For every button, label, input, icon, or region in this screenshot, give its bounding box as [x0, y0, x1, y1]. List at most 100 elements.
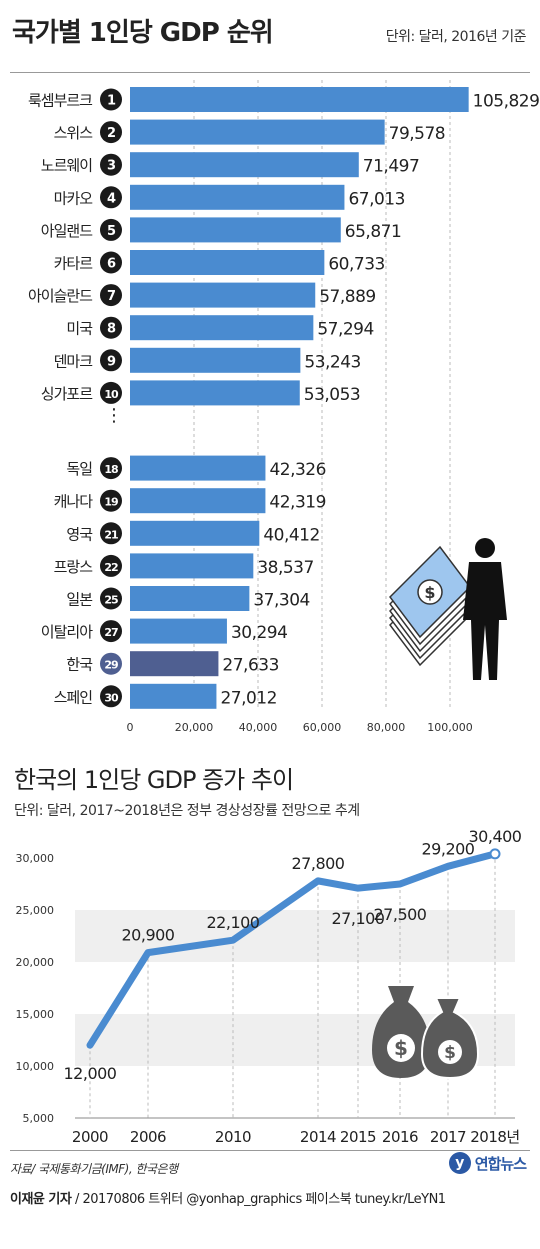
rank-label: 7	[107, 289, 116, 304]
rank-badge	[100, 381, 122, 404]
x-tick-label: 2015	[340, 1128, 376, 1146]
svg-text:$: $	[444, 1043, 456, 1063]
category-label: 미국	[66, 320, 93, 338]
value-label: 27,012	[220, 688, 276, 708]
category-label: 일본	[66, 591, 92, 609]
credit-text: / 20170806 트위터 @yonhap_graphics 페이스북 tun…	[71, 1192, 446, 1207]
yonhap-logo-text: 연합뉴스	[474, 1154, 527, 1173]
bar	[130, 618, 227, 644]
rank-badge	[100, 121, 122, 144]
rank-badge	[100, 316, 122, 339]
rank-label: 2	[107, 126, 115, 141]
value-label: 65,871	[345, 222, 401, 242]
x-tick-label: 0	[127, 721, 134, 734]
value-label: 67,013	[348, 189, 404, 209]
rank-badge	[100, 620, 122, 643]
value-label: 57,889	[319, 287, 375, 307]
rank-label: 6	[107, 257, 116, 272]
category-label: 룩셈부르크	[28, 92, 92, 110]
unit-note: 단위: 달러, 2016년 기준	[385, 29, 527, 45]
y-tick-label: 20,000	[16, 956, 55, 969]
banknote-stack-icon: $	[389, 545, 471, 667]
data-label: 27,800	[292, 854, 345, 873]
value-label: 57,294	[317, 320, 373, 340]
bar	[130, 455, 266, 481]
bar	[130, 315, 314, 341]
reporter-name: 이재윤 기자	[10, 1192, 72, 1207]
bar	[130, 87, 469, 112]
data-label: 27,500	[374, 905, 427, 924]
y-tick-label: 25,000	[16, 904, 55, 917]
rank-label: 9	[107, 354, 116, 369]
category-label: 이탈리아	[41, 623, 93, 641]
line-chart-title: 한국의 1인당 GDP 증가 추이	[14, 766, 294, 794]
bar	[130, 217, 341, 243]
category-label: 아이슬란드	[28, 287, 93, 305]
category-label: 캐나다	[54, 493, 94, 511]
series-line	[86, 850, 499, 1049]
rank-badge	[100, 218, 122, 241]
yonhap-logo-icon: y	[448, 1152, 471, 1174]
x-tick-label: 100,000	[427, 721, 473, 734]
bar	[130, 152, 359, 178]
chart-title: 국가별 1인당 GDP 순위	[12, 18, 274, 48]
rank-badge	[100, 587, 122, 610]
rank-badge	[100, 652, 122, 675]
category-label: 독일	[66, 460, 92, 478]
credit-line: 이재윤 기자 / 20170806 트위터 @yonhap_graphics 페…	[10, 1188, 446, 1207]
x-tick-label: 2018년	[470, 1128, 519, 1146]
value-label: 30,294	[231, 623, 287, 643]
gdp-ranking-bar-chart: 0 20,000 40,000 60,000 80,000 100,000 룩셈부르크 1 10…	[28, 80, 540, 734]
rank-label: 10	[104, 388, 119, 401]
value-label: 71,497	[363, 157, 419, 177]
bar	[130, 184, 345, 210]
rank-label: 27	[104, 626, 118, 639]
category-label: 카타르	[54, 255, 94, 273]
rank-label: 18	[104, 463, 118, 476]
rank-badge	[100, 251, 122, 274]
value-label: 79,578	[389, 124, 445, 144]
y-tick-label: 30,000	[16, 852, 55, 865]
value-label: 40,412	[263, 525, 319, 545]
rank-badge	[100, 554, 122, 577]
rank-label: 29	[104, 659, 118, 672]
divider	[10, 1150, 530, 1151]
money-bag-icon: $	[420, 997, 480, 1080]
category-label: 덴마크	[54, 352, 93, 370]
money-bags-illustration: $ $	[368, 972, 488, 1084]
value-label: 42,326	[269, 460, 325, 480]
rank-label: 30	[104, 691, 119, 704]
rank-badge	[100, 186, 122, 209]
category-label: 프랑스	[54, 558, 94, 576]
rank-label: 25	[104, 594, 118, 607]
bar	[130, 347, 301, 373]
bar	[130, 586, 250, 611]
category-label: 영국	[66, 525, 93, 543]
x-tick-label: 60,000	[303, 721, 342, 734]
value-label: 38,537	[257, 558, 313, 578]
category-label: 스페인	[54, 688, 93, 706]
line-chart-unit-note: 단위: 달러, 2017~2018년은 정부 경상성장률 전망으로 추계	[14, 803, 360, 819]
rank-badge	[100, 153, 122, 176]
data-label: 27,100	[332, 909, 385, 928]
value-label: 60,733	[328, 255, 384, 275]
data-label: 22,100	[207, 913, 260, 932]
bar	[130, 553, 254, 579]
yonhap-logo: y 연합뉴스	[448, 1152, 527, 1174]
rank-badge	[100, 349, 122, 372]
category-label: 마카오	[54, 189, 94, 207]
category-label: 노르웨이	[41, 157, 92, 175]
bar	[130, 651, 219, 677]
x-tick-label: 2000	[72, 1128, 108, 1146]
value-label: 27,633	[222, 656, 278, 676]
rank-label: 8	[107, 322, 116, 337]
rank-badge	[100, 522, 122, 545]
x-tick-label: 2010	[215, 1128, 251, 1146]
x-tick-label: 20,000	[175, 721, 214, 734]
svg-text:$: $	[424, 583, 435, 602]
source-note: 자료/ 국제통화기금(IMF), 한국은행	[10, 1162, 178, 1176]
rank-label: 4	[107, 191, 116, 206]
x-tick-label: 2014	[300, 1128, 336, 1146]
y-tick-label: 10,000	[16, 1060, 55, 1073]
category-label: 싱가포르	[41, 385, 93, 403]
